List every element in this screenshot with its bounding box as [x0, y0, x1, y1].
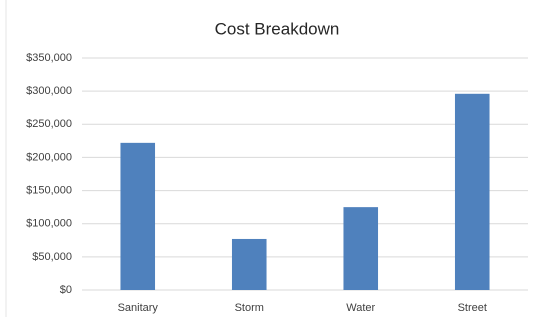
x-tick-label: Sanitary [118, 302, 159, 314]
y-tick-label: $200,000 [26, 151, 72, 163]
y-tick-label: $0 [60, 284, 72, 296]
x-tick-label: Storm [235, 302, 264, 314]
y-tick-label: $250,000 [26, 118, 72, 130]
y-tick-label: $150,000 [26, 184, 72, 196]
bar [455, 94, 490, 290]
y-tick-label: $100,000 [26, 218, 72, 230]
y-tick-label: $350,000 [26, 52, 72, 64]
chart: Cost Breakdown $0 $50,000 $100,000 $150,000… [0, 0, 540, 317]
x-tick-label: Water [346, 302, 375, 314]
bar [232, 239, 267, 290]
chart-title: Cost Breakdown [215, 19, 340, 38]
y-tick-label: $300,000 [26, 85, 72, 97]
bar [343, 207, 378, 290]
y-tick-label: $50,000 [32, 251, 72, 263]
x-tick-label: Street [458, 302, 487, 314]
bar [120, 143, 155, 290]
